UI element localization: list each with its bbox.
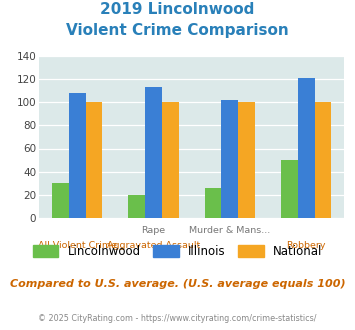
Text: © 2025 CityRating.com - https://www.cityrating.com/crime-statistics/: © 2025 CityRating.com - https://www.city… [38,314,317,323]
Bar [298,78,315,218]
Bar [52,183,69,218]
Bar [222,100,238,218]
Text: 2019 Lincolnwood: 2019 Lincolnwood [100,2,255,16]
Text: Rape: Rape [142,226,165,235]
Bar [238,102,255,218]
Bar [281,160,298,218]
Text: Violent Crime Comparison: Violent Crime Comparison [66,23,289,38]
Bar [69,93,86,218]
Bar [129,195,145,218]
Bar [315,102,331,218]
Text: Aggravated Assault: Aggravated Assault [107,241,200,250]
Legend: Lincolnwood, Illinois, National: Lincolnwood, Illinois, National [33,245,322,258]
Text: All Violent Crime: All Violent Crime [38,241,117,250]
Bar [86,102,102,218]
Text: Compared to U.S. average. (U.S. average equals 100): Compared to U.S. average. (U.S. average … [10,279,345,289]
Bar [205,188,222,218]
Bar [162,102,179,218]
Text: Robbery: Robbery [286,241,326,250]
Text: Murder & Mans...: Murder & Mans... [189,226,271,235]
Bar [145,87,162,218]
